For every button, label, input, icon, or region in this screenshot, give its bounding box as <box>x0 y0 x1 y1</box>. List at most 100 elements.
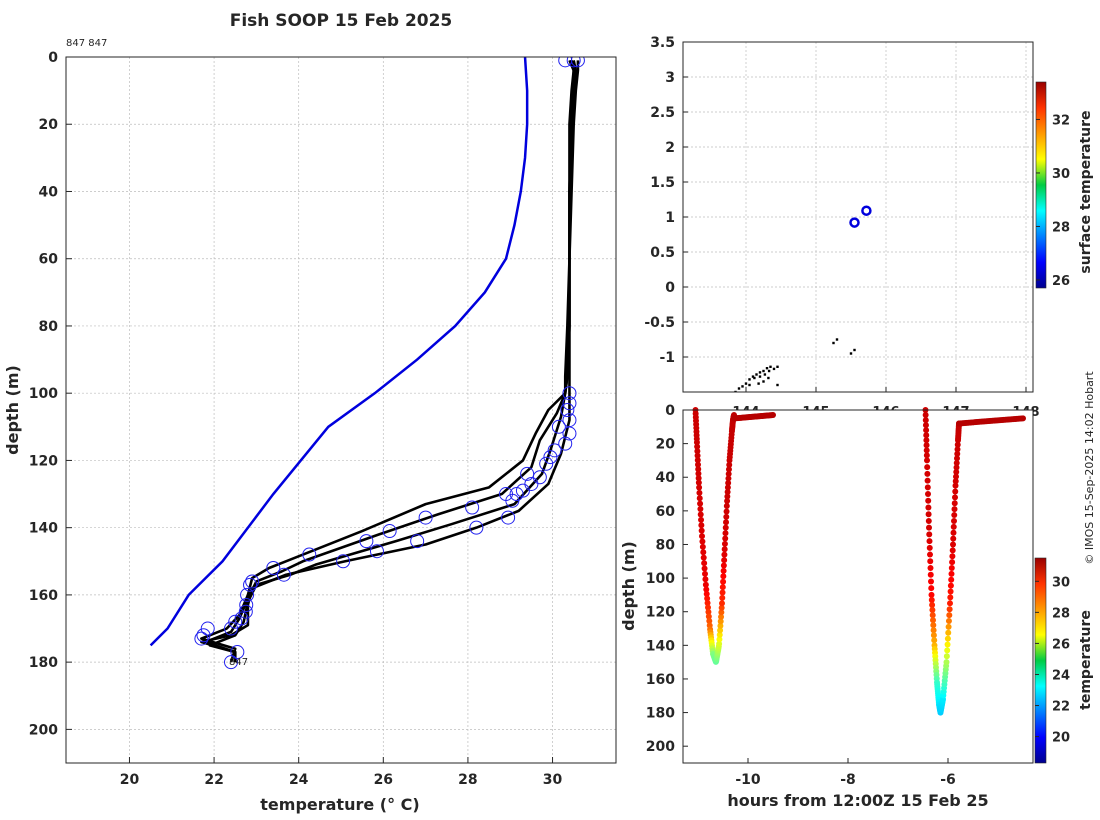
section-point <box>694 443 701 450</box>
section-points <box>692 407 1026 716</box>
section-y-tick-label: 140 <box>646 638 675 654</box>
section-point <box>699 538 706 545</box>
section-point <box>922 417 929 424</box>
section-point <box>951 506 958 513</box>
profile-marker <box>562 426 577 441</box>
map-y-ticks: -1 -0.5 0 0.5 1 1.5 2 2.5 3 3.5 <box>644 35 688 366</box>
profile-marker <box>547 443 562 458</box>
section-point <box>716 636 723 643</box>
section-point <box>950 541 956 548</box>
section-point <box>954 446 961 453</box>
section-point <box>724 484 731 491</box>
section-point <box>717 622 724 629</box>
y-tick-label: 140 <box>29 521 58 537</box>
track-point <box>753 376 756 380</box>
section-point <box>716 631 723 638</box>
profile-marker <box>501 510 516 525</box>
section-point <box>947 600 953 607</box>
section-point <box>928 591 935 598</box>
section-point <box>718 613 725 620</box>
profile-panel: Fish SOOP 15 Feb 2025 847 847 847 20 22 24… <box>3 11 617 814</box>
section-point <box>725 475 732 482</box>
surface-temperature-colorbar <box>1035 81 1047 289</box>
section-point <box>694 457 701 464</box>
section-point <box>720 567 727 574</box>
track-point <box>737 387 741 390</box>
profile-marker <box>570 57 585 68</box>
track-point <box>758 375 762 378</box>
track-point <box>853 348 856 352</box>
profile-marker <box>224 655 238 670</box>
profile-marker <box>238 604 253 619</box>
section-point <box>923 432 930 439</box>
section-point <box>943 653 950 660</box>
section-point <box>944 647 951 654</box>
map-y-tick-label: -0.5 <box>644 315 675 331</box>
climatology-line <box>149 57 529 647</box>
section-point <box>705 613 712 620</box>
section-point <box>945 629 952 636</box>
profile-line <box>208 60 575 663</box>
profile-marker <box>566 57 581 68</box>
section-point <box>946 612 953 619</box>
track-point <box>776 365 779 368</box>
cast-id-label: 847 847 <box>66 38 107 49</box>
section-point <box>726 461 733 468</box>
surface-colorbar-tick-label: 28 <box>1052 220 1070 235</box>
cast-location-marker <box>861 205 872 216</box>
section-point <box>931 637 938 644</box>
section-point <box>721 557 728 564</box>
section-point <box>705 609 712 616</box>
profile-marker <box>509 487 524 502</box>
profile-line <box>200 60 580 663</box>
section-point <box>705 604 711 611</box>
section-point <box>702 576 709 583</box>
section-point <box>946 606 953 613</box>
track-point <box>762 380 765 383</box>
profile-marker <box>224 621 238 636</box>
track-point <box>849 352 853 355</box>
section-point <box>723 503 730 510</box>
section-point <box>929 601 936 608</box>
y-tick-label: 120 <box>29 453 58 469</box>
profile-marker <box>302 547 317 562</box>
section-y-tick-label: 0 <box>665 403 675 419</box>
x-tick-label: 30 <box>543 772 563 788</box>
profile-marker <box>276 567 291 582</box>
profile-marker <box>336 554 351 569</box>
section-point <box>924 457 930 464</box>
section-plot-area <box>683 410 1033 763</box>
track-point <box>758 371 762 374</box>
section-point <box>699 543 706 550</box>
section-point <box>951 512 958 519</box>
section-point <box>926 538 933 545</box>
profile-marker <box>239 597 254 612</box>
section-point <box>950 535 957 542</box>
track-point <box>755 373 758 376</box>
credit-text: © IMOS 15-Sep-2025 14:02 Hobart <box>1083 371 1096 565</box>
section-x-ticks: -10 -8 -6 <box>735 758 956 788</box>
section-y-tick-label: 200 <box>646 739 675 755</box>
profile-marker <box>558 436 573 451</box>
y-tick-label: 0 <box>48 50 58 66</box>
temperature-colorbar <box>1034 557 1047 764</box>
y-tick-label: 100 <box>29 386 58 402</box>
profile-frame <box>65 56 617 764</box>
profile-marker <box>240 587 255 602</box>
section-point <box>924 470 931 477</box>
section-point <box>948 565 955 572</box>
section-point <box>922 412 929 419</box>
profile-marker <box>465 500 480 515</box>
section-point <box>943 659 950 666</box>
temperature-colorbar-tick-label: 28 <box>1052 606 1070 621</box>
section-point <box>696 484 703 491</box>
profile-marker <box>230 645 245 660</box>
section-point <box>947 594 954 601</box>
section-point <box>695 466 702 473</box>
profile-y-ticks: 0 20 40 60 80 100 120 140 160 180 200 <box>29 50 72 738</box>
cast-label: 847 <box>229 657 248 668</box>
track-point <box>767 369 771 373</box>
y-tick-label: 160 <box>29 588 58 604</box>
section-point <box>922 422 929 429</box>
